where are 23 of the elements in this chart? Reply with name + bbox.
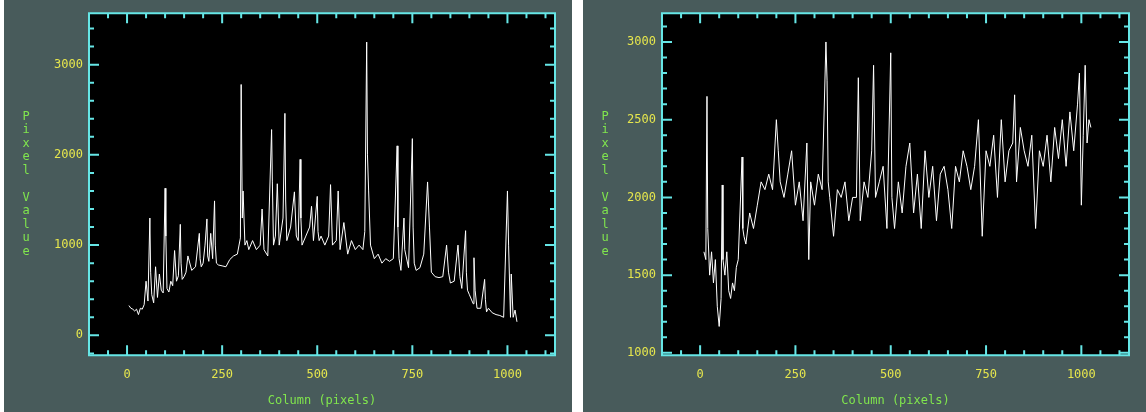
y-tick-label: 3000 (627, 34, 656, 49)
x-tick-label: 0 (696, 366, 704, 381)
x-tick-label: 1000 (493, 366, 522, 381)
y-tick-label: 2000 (54, 147, 83, 161)
x-tick-label: 1000 (1066, 366, 1096, 381)
x-axis-title: Column (pixels) (267, 392, 377, 407)
x-tick-label: 250 (211, 366, 233, 381)
x-tick-label: 750 (975, 366, 997, 381)
x-axis-title: Column (pixels) (841, 392, 950, 407)
x-tick-label: 500 (306, 366, 329, 381)
y-tick-label: 3000 (54, 56, 83, 71)
y-tick-label: 2500 (627, 111, 656, 126)
text: Pixel Value (601, 108, 609, 258)
y-tick-label: 1000 (54, 237, 83, 252)
x-tick-label: 250 (784, 366, 807, 381)
y-tick-label: 1500 (627, 267, 656, 282)
y-tick-label: 0 (75, 327, 83, 342)
x-tick-label: 750 (401, 366, 424, 381)
x-tick-label: 0 (123, 366, 131, 381)
y-tick-label: 2000 (627, 189, 656, 204)
x-tick-label: 500 (879, 366, 902, 381)
text: Pixel Value (22, 108, 30, 258)
y-tick-label: 1000 (627, 344, 656, 359)
